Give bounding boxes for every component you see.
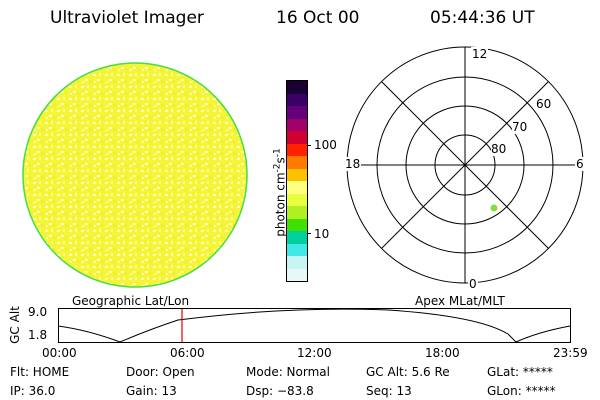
altitude-curve [58, 308, 571, 343]
time-tick-1200: 12:00 [297, 346, 332, 360]
gain-status: Gain: 13 [126, 384, 177, 398]
gc-alt-status: GC Alt: 5.6 Re [366, 365, 450, 379]
colorbar-band [287, 231, 307, 244]
colorbar-band [287, 81, 307, 94]
door-status: Door: Open [126, 365, 195, 379]
colorbar-band [287, 156, 307, 169]
apex-label: Apex MLat/MLT [415, 294, 505, 308]
colorbar-band [287, 243, 307, 256]
lat-label-70: 70 [512, 120, 528, 134]
glon-status: GLon: ***** [487, 384, 556, 398]
lat-label-80: 80 [491, 142, 507, 156]
polar-plot [346, 46, 584, 284]
colorbar-band [287, 256, 307, 269]
geographic-label: Geographic Lat/Lon [72, 294, 190, 308]
colorbar-band [287, 93, 307, 106]
colorbar-band [287, 206, 307, 219]
colorbar-tick-100 [307, 145, 311, 146]
mlt-label-18: 18 [344, 157, 362, 171]
date-label: 16 Oct 00 [276, 8, 360, 28]
colorbar-tick-10 [307, 233, 311, 234]
app-title: Ultraviolet Imager [50, 8, 204, 28]
time-tick-1800: 18:00 [425, 346, 460, 360]
colorbar-tick-label-100: 100 [314, 138, 337, 152]
colorbar-band [287, 106, 307, 119]
colorbar-band [287, 218, 307, 231]
mode-status: Mode: Normal [246, 365, 330, 379]
time-tick-0000: 00:00 [42, 346, 77, 360]
dsp-status: Dsp: −83.8 [246, 384, 314, 398]
uv-image-disk [22, 62, 248, 288]
lat-label-60: 60 [536, 97, 552, 111]
satellite-position-dot [490, 204, 498, 212]
mlt-label-12: 12 [471, 47, 489, 61]
glat-status: GLat: ***** [487, 365, 553, 379]
polar-diagonal-2 [381, 81, 549, 249]
mlt-label-0: 0 [468, 277, 478, 291]
colorbar-band [287, 268, 307, 281]
gc-alt-axis-title: GC Alt [7, 306, 22, 344]
seq-status: Seq: 13 [366, 384, 412, 398]
colorbar-band [287, 143, 307, 156]
colorbar-band [287, 193, 307, 206]
altitude-timeline [58, 308, 571, 343]
time-label: 05:44:36 UT [430, 8, 535, 28]
colorbar-band [287, 118, 307, 131]
colorbar-tick-label-10: 10 [314, 227, 330, 241]
colorbar-band [287, 181, 307, 194]
time-tick-0600: 06:00 [170, 346, 205, 360]
colorbar-band [287, 168, 307, 181]
y-tick-1-8: 1.8 [28, 328, 48, 342]
mlt-label-6: 6 [575, 157, 585, 171]
ip-status: IP: 36.0 [10, 384, 56, 398]
time-tick-2359: 23:59 [553, 346, 588, 360]
flt-status: Flt: HOME [10, 365, 70, 379]
colorbar-band [287, 131, 307, 144]
y-tick-9: 9.0 [28, 305, 48, 319]
colorbar-unit-label: photon cm-2s-1 [272, 148, 288, 237]
colorbar [286, 80, 308, 282]
